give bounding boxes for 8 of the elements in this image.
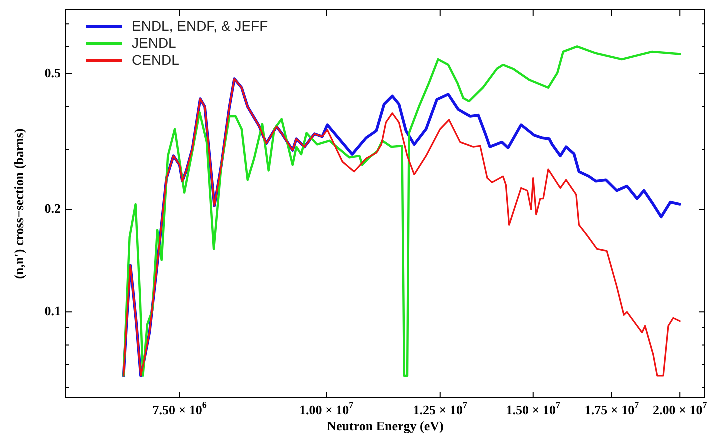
y-tick-label: 0.5 <box>44 65 62 80</box>
legend-label: ENDL, ENDF, & JEFF <box>132 18 268 34</box>
y-tick-label: 0.1 <box>44 304 61 319</box>
y-axis-title: (n,n′) cross−section (barns) <box>11 128 26 280</box>
legend-label: JENDL <box>132 34 177 51</box>
x-axis-title: Neutron Energy (eV) <box>327 418 444 434</box>
y-tick-label: 0.2 <box>44 200 61 216</box>
legend-label: CENDL <box>132 52 180 68</box>
